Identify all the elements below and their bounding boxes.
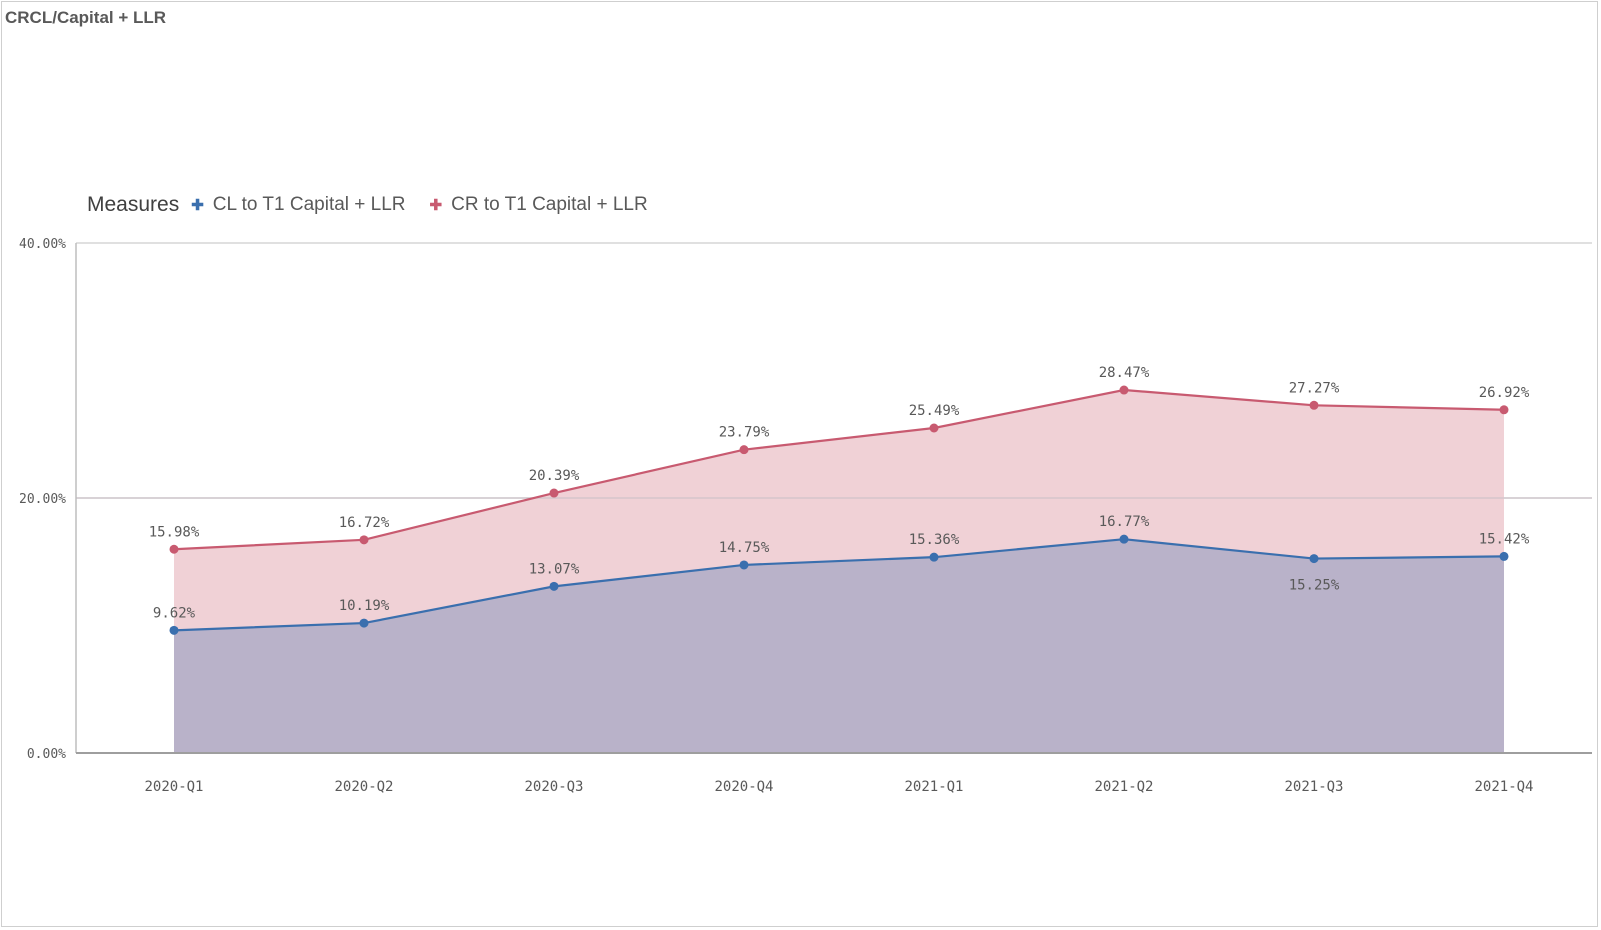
data-label-cr: 27.27% (1289, 380, 1340, 396)
x-tick-label: 2020-Q2 (334, 779, 393, 795)
legend-item-cr[interactable]: ✚ CR to T1 Capital + LLR (430, 194, 648, 216)
x-tick-label: 2020-Q3 (524, 779, 583, 795)
data-point-cl (1309, 554, 1319, 564)
data-point-cl (1499, 551, 1509, 561)
legend-title: Measures (87, 193, 180, 216)
data-point-cr (1499, 405, 1509, 415)
series-line-cl (173, 538, 1505, 632)
x-tick-label: 2021-Q3 (1284, 779, 1343, 795)
x-tick-label: 2021-Q1 (904, 779, 963, 795)
legend-label-cl: CL to T1 Capital + LLR (212, 194, 406, 215)
data-label-cr: 25.49% (909, 403, 960, 419)
data-point-cl (929, 552, 939, 562)
data-label-cr: 15.98% (149, 524, 200, 540)
legend-item-cl[interactable]: ✚ CL to T1 Capital + LLR (191, 194, 405, 216)
data-label-cr: 28.47% (1099, 365, 1150, 381)
legend-label-cr: CR to T1 Capital + LLR (451, 194, 648, 215)
data-label-cl: 15.36% (909, 532, 960, 548)
data-label-cr: 26.92% (1479, 385, 1530, 401)
data-point-cr (549, 488, 559, 498)
x-tick-label: 2020-Q4 (714, 779, 773, 795)
data-label-cl: 10.19% (339, 598, 390, 614)
y-tick-label: 40.00% (19, 237, 66, 252)
data-label-cl: 13.07% (529, 561, 580, 577)
plus-marker-icon: ✚ (429, 196, 443, 214)
data-label-cr: 20.39% (529, 468, 580, 484)
data-point-cl (739, 560, 749, 570)
x-tick-label: 2020-Q1 (144, 779, 203, 795)
data-label-cl: 9.62% (153, 605, 196, 621)
x-tick-label: 2021-Q4 (1474, 779, 1533, 795)
y-tick-label: 20.00% (19, 492, 66, 507)
data-point-cl (169, 625, 179, 635)
data-point-cl (1119, 534, 1129, 544)
data-label-cr: 16.72% (339, 515, 390, 531)
data-point-cr (1309, 400, 1319, 410)
y-tick-label: 0.00% (27, 747, 66, 762)
data-point-cr (169, 544, 179, 554)
data-point-cr (1119, 385, 1129, 395)
data-point-cr (739, 445, 749, 455)
data-point-cl (549, 581, 559, 591)
data-label-cr: 23.79% (719, 425, 770, 441)
plus-marker-icon: ✚ (191, 196, 204, 214)
data-label-cl: 14.75% (719, 540, 770, 556)
series-line-cr (173, 388, 1505, 551)
data-point-cr (359, 535, 369, 545)
data-label-cl: 16.77% (1099, 514, 1150, 530)
legend: Measures ✚ CL to T1 Capital + LLR ✚ CR t… (87, 192, 672, 218)
data-point-cl (359, 618, 369, 628)
area-cl-to-t1-capital (174, 539, 1504, 753)
x-tick-label: 2021-Q2 (1094, 779, 1153, 795)
data-label-cl: 15.25% (1289, 578, 1340, 594)
chart-title: CRCL/Capital + LLR (5, 8, 167, 27)
data-label-cl: 15.42% (1479, 531, 1530, 547)
data-point-cr (929, 423, 939, 433)
